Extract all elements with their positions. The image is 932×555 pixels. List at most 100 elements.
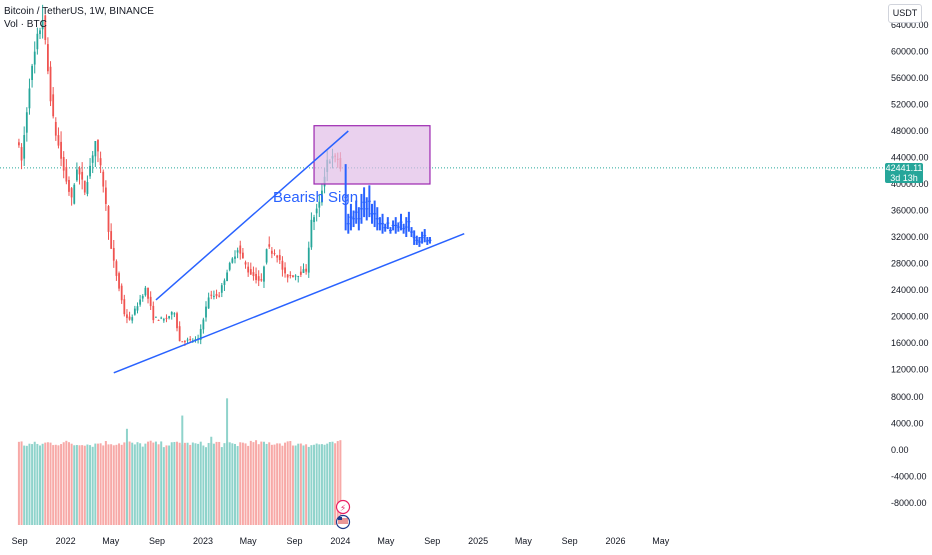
candle-body[interactable] [228,263,231,270]
candle-body[interactable] [83,180,86,193]
candle-body[interactable] [247,266,250,273]
candle-body[interactable] [307,247,310,273]
candle-body[interactable] [131,317,134,321]
candle-body[interactable] [141,295,144,299]
candle-body[interactable] [36,33,39,50]
candle-body[interactable] [281,260,284,270]
candle-body[interactable] [321,190,323,203]
candle-body[interactable] [89,165,91,177]
candle-body[interactable] [162,319,165,321]
candle-body[interactable] [239,245,242,254]
candle-body[interactable] [147,287,149,299]
candle-body[interactable] [60,141,62,159]
candle-body[interactable] [313,217,315,223]
candle-body[interactable] [107,206,110,232]
candle-body[interactable] [302,269,305,273]
candle-body[interactable] [115,261,118,276]
candle-body[interactable] [112,247,115,261]
candle-body[interactable] [52,94,55,117]
candle-body[interactable] [257,276,260,281]
candle-body[interactable] [152,305,155,321]
candle-body[interactable] [75,169,78,181]
candle-body[interactable] [299,271,302,275]
candle-body[interactable] [226,272,228,282]
candle-body[interactable] [294,275,297,277]
candle-body[interactable] [186,339,189,341]
candle-body[interactable] [292,275,294,278]
candle-body[interactable] [57,135,60,146]
candle-body[interactable] [199,328,202,340]
candle-body[interactable] [284,267,286,274]
candle-body[interactable] [205,306,207,318]
resistance-box[interactable] [313,125,431,185]
candle-body[interactable] [315,208,318,214]
candle-body[interactable] [20,147,23,161]
candle-body[interactable] [181,341,184,343]
candle-body[interactable] [276,255,279,258]
candle-body[interactable] [210,294,213,296]
candle-body[interactable] [207,297,210,309]
candle-body[interactable] [23,135,26,159]
candle-body[interactable] [178,326,181,342]
candle-body[interactable] [176,313,178,329]
candle-body[interactable] [139,299,142,305]
candle-body[interactable] [33,51,36,65]
candle-body[interactable] [273,253,276,255]
candle-body[interactable] [81,171,84,180]
candle-body[interactable] [231,258,234,263]
candle-body[interactable] [270,250,273,254]
candle-body[interactable] [94,141,97,157]
candle-body[interactable] [47,44,49,72]
candle-body[interactable] [44,15,47,40]
candle-body[interactable] [110,231,113,249]
candle-body[interactable] [202,319,205,330]
candle-body[interactable] [168,316,171,319]
candle-body[interactable] [265,249,268,263]
candle-body[interactable] [70,188,73,198]
candle-body[interactable] [255,273,257,281]
candle-body[interactable] [223,280,226,285]
candle-body[interactable] [286,274,289,278]
candle-body[interactable] [18,142,20,146]
candle-body[interactable] [249,269,252,275]
candle-body[interactable] [165,317,168,319]
candle-body[interactable] [263,266,265,282]
candle-body[interactable] [252,272,255,277]
volume-legend[interactable]: Vol · BTC [4,19,47,30]
candle-body[interactable] [155,316,157,318]
lightning-icon[interactable] [335,499,351,515]
candle-body[interactable] [244,262,247,265]
candle-body[interactable] [73,184,76,204]
candle-body[interactable] [234,256,236,259]
candle-body[interactable] [41,20,44,30]
candle-body[interactable] [78,167,81,175]
candle-body[interactable] [289,274,292,276]
candle-body[interactable] [305,268,308,272]
candle-body[interactable] [28,88,31,109]
candle-body[interactable] [215,293,218,297]
candle-body[interactable] [126,314,128,318]
candle-body[interactable] [49,66,52,102]
candle-body[interactable] [297,275,300,277]
candle-body[interactable] [157,319,160,321]
candle-body[interactable] [213,295,215,297]
candle-body[interactable] [136,306,139,311]
candle-body[interactable] [149,296,152,307]
candle-body[interactable] [133,308,136,315]
bearish-sign-label[interactable]: Bearish Sign [273,189,358,206]
candle-body[interactable] [65,167,68,182]
candle-body[interactable] [241,252,244,259]
candle-body[interactable] [189,338,192,340]
candle-body[interactable] [184,341,186,343]
candle-body[interactable] [31,65,33,81]
candle-body[interactable] [25,112,28,133]
candle-body[interactable] [318,201,321,208]
candle-body[interactable] [173,313,176,315]
rising-wedge-trendline[interactable] [155,130,349,301]
candle-body[interactable] [144,287,147,296]
candle-body[interactable] [310,219,313,248]
candle-body[interactable] [104,187,107,204]
candle-body[interactable] [220,285,223,293]
symbol-title[interactable]: Bitcoin / TetherUS, 1W, BINANCE [4,6,154,17]
